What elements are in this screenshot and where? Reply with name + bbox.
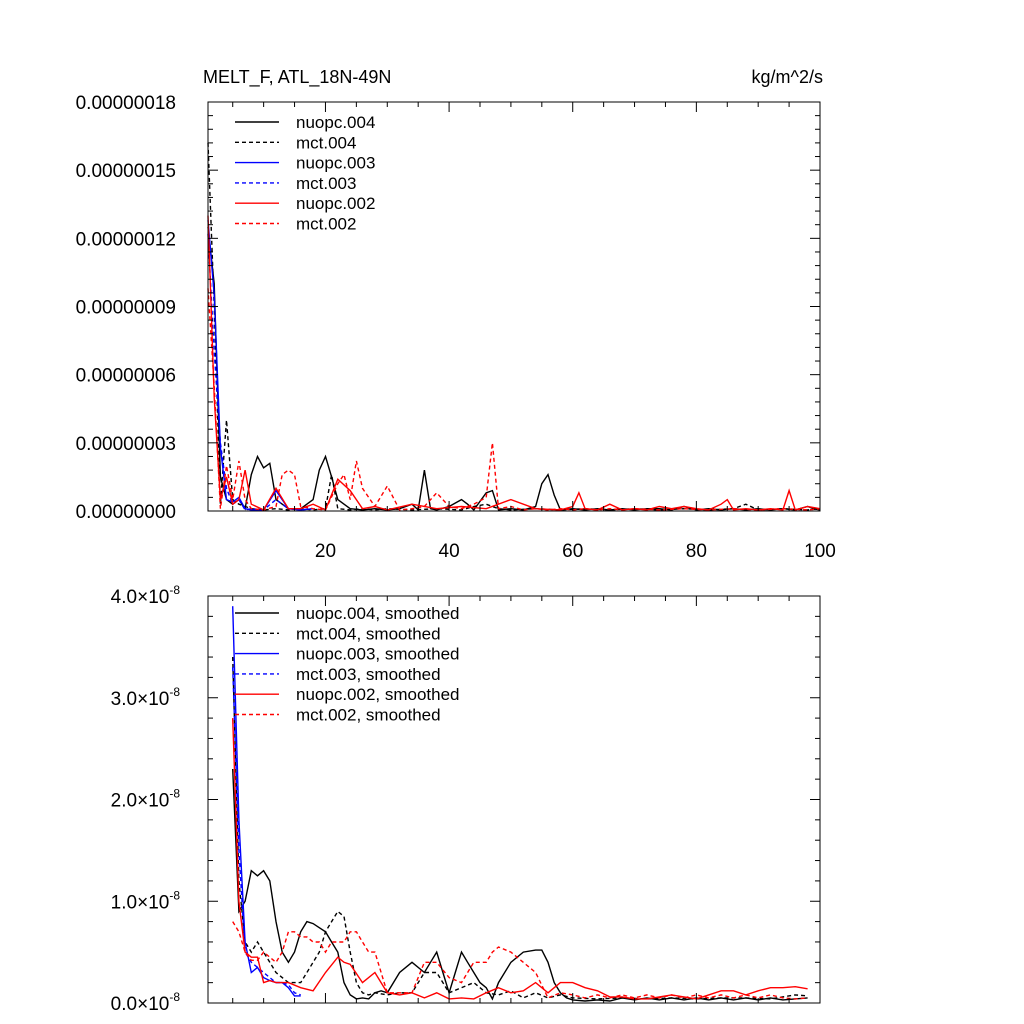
legend-label: mct.002 xyxy=(296,215,356,234)
y-tick-exponent: -8 xyxy=(169,888,180,902)
legend-label: nuopc.002 xyxy=(296,194,375,213)
legend-label: mct.002, smoothed xyxy=(296,706,441,725)
legend-label: mct.004 xyxy=(296,133,356,152)
y-tick-times: ×10 xyxy=(137,994,169,1015)
series-lines xyxy=(232,606,808,1002)
units-label: kg/m^2/s xyxy=(752,67,823,87)
y-tick-times: ×10 xyxy=(137,689,169,710)
x-axis xyxy=(232,596,821,1003)
y-tick-label: 3.0×10-8 xyxy=(111,685,181,710)
y-tick-label: 0.0×10-8 xyxy=(111,990,181,1015)
legend-label: mct.003 xyxy=(296,174,356,193)
series-line-1 xyxy=(232,768,808,1002)
y-tick-label: 0.00000009 xyxy=(76,298,176,319)
y-tick-exponent: -8 xyxy=(169,685,180,699)
y-tick-label: 0.00000015 xyxy=(76,161,176,182)
y-axis: 0.0×10-81.0×10-82.0×10-83.0×10-84.0×10-8 xyxy=(111,583,820,1015)
y-tick-label: 0.00000018 xyxy=(76,93,176,114)
legend-label: mct.003, smoothed xyxy=(296,665,441,684)
x-axis: 20 40 60 80 100 xyxy=(232,102,836,562)
y-tick-label: 0.00000006 xyxy=(76,366,176,387)
y-tick-label: 0.00000000 xyxy=(76,502,176,523)
series-line-6 xyxy=(232,921,808,1000)
y-tick-mantissa: 3.0 xyxy=(111,689,137,710)
y-tick-exponent: -8 xyxy=(169,990,180,1004)
top-line-chart: MELT_F, ATL_18N-49N kg/m^2/s 20 40 60 80 100… xyxy=(76,67,836,562)
y-tick-label: 2.0×10-8 xyxy=(111,787,181,812)
chart-title: MELT_F, ATL_18N-49N xyxy=(203,67,391,88)
y-tick-mantissa: 1.0 xyxy=(111,892,137,913)
y-tick-exponent: -8 xyxy=(169,583,180,597)
legend-label: nuopc.003 xyxy=(296,154,375,173)
series-line-3 xyxy=(232,606,301,997)
x-tick-label: 80 xyxy=(686,541,707,562)
series-line-5 xyxy=(207,215,821,511)
x-tick-label: 100 xyxy=(804,541,836,562)
y-tick-label: 0.00000003 xyxy=(76,434,176,455)
series-line-6 xyxy=(207,288,821,511)
y-axis: 0.00000000 0.00000003 0.00000006 0.00000009… xyxy=(76,93,820,523)
y-tick-label: 0.00000012 xyxy=(76,229,176,250)
legend-label: nuopc.002, smoothed xyxy=(296,685,460,704)
series-line-4 xyxy=(207,233,314,511)
y-tick-times: ×10 xyxy=(137,587,169,608)
legend-label: nuopc.003, smoothed xyxy=(296,645,460,664)
y-tick-times: ×10 xyxy=(137,791,169,812)
y-tick-label: 1.0×10-8 xyxy=(111,888,181,913)
y-tick-label: 4.0×10-8 xyxy=(111,583,181,608)
series-lines xyxy=(207,142,821,512)
x-tick-label: 40 xyxy=(439,541,460,562)
y-tick-mantissa: 4.0 xyxy=(111,587,137,608)
y-tick-mantissa: 2.0 xyxy=(111,791,137,812)
series-line-1 xyxy=(207,226,821,512)
x-tick-label: 60 xyxy=(562,541,583,562)
series-line-4 xyxy=(232,667,301,996)
legend-label: mct.004, smoothed xyxy=(296,624,441,643)
legend-label: nuopc.004 xyxy=(296,113,375,132)
y-tick-times: ×10 xyxy=(137,892,169,913)
y-tick-exponent: -8 xyxy=(169,787,180,801)
x-tick-label: 20 xyxy=(315,541,336,562)
bottom-line-chart: 0.0×10-81.0×10-82.0×10-83.0×10-84.0×10-8… xyxy=(111,583,821,1015)
legend-label: nuopc.004, smoothed xyxy=(296,604,460,623)
series-line-5 xyxy=(232,718,808,1000)
y-tick-mantissa: 0.0 xyxy=(111,994,137,1015)
